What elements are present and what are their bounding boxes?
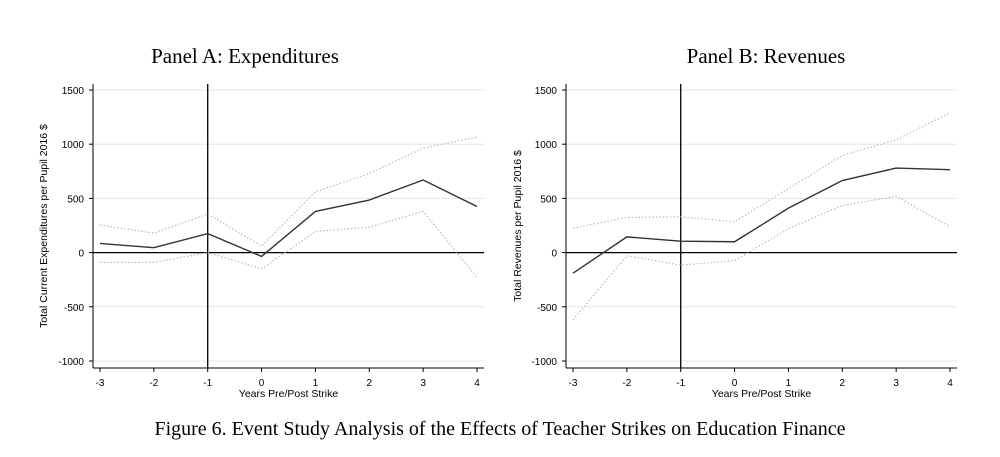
lower-ci-line xyxy=(100,210,478,278)
lower-ci-line xyxy=(572,195,951,321)
x-tick-label: 0 xyxy=(732,378,738,389)
y-axis-title: Total Current Expenditures per Pupil 201… xyxy=(38,124,50,328)
y-tick-label: 1000 xyxy=(535,140,558,151)
x-tick-label: 4 xyxy=(474,378,480,389)
panel-a-title: Panel A: Expenditures xyxy=(151,44,339,68)
point-estimate-line xyxy=(572,167,951,274)
panel-a-plot: -1000 -500 0 500 1000 1500 -3 -2 -1 0 1 2 3 4 Years Pr… xyxy=(38,84,484,400)
x-axis-title: Years Pre/Post Strike xyxy=(712,388,812,400)
x-tick-label: -1 xyxy=(676,378,685,389)
upper-ci-line xyxy=(99,136,478,247)
x-tick-label: -3 xyxy=(569,378,578,389)
x-tick-label: -2 xyxy=(622,378,631,389)
y-tick-label: 500 xyxy=(67,194,84,205)
y-tick-label: -500 xyxy=(64,303,84,314)
y-axis-title: Total Revenues per Pupil 2016 $ xyxy=(512,150,524,302)
x-tick-label: 4 xyxy=(947,378,953,389)
y-tick-label: -1000 xyxy=(531,357,557,368)
y-tick-label: -500 xyxy=(537,303,557,314)
x-tick-label: -2 xyxy=(149,378,158,389)
x-tick-label: 2 xyxy=(367,378,373,389)
x-tick-label: 1 xyxy=(786,378,792,389)
y-tick-label: 0 xyxy=(78,249,84,260)
y-tick-label: 0 xyxy=(551,249,557,260)
x-axis-title: Years Pre/Post Strike xyxy=(239,388,339,400)
point-estimate-line xyxy=(99,179,478,258)
x-tick-label: -1 xyxy=(203,378,212,389)
figure-caption: Figure 6. Event Study Analysis of the Ef… xyxy=(154,418,846,440)
y-tick-label: 1500 xyxy=(62,86,85,97)
upper-ci-line xyxy=(572,112,951,229)
x-tick-label: -3 xyxy=(96,378,105,389)
x-tick-label: 3 xyxy=(893,378,899,389)
panel-b-title: Panel B: Revenues xyxy=(686,44,846,68)
y-tick-label: 1000 xyxy=(62,140,85,151)
x-tick-label: 0 xyxy=(259,378,265,389)
y-tick-label: 1500 xyxy=(535,86,558,97)
panel-b-plot: -1000 -500 0 500 1000 1500 -3 -2 -1 0 1 2 3 4 Years Pr… xyxy=(512,84,957,400)
x-tick-label: 1 xyxy=(313,378,319,389)
y-tick-label: 500 xyxy=(540,194,557,205)
x-tick-label: 2 xyxy=(840,378,846,389)
y-tick-label: -1000 xyxy=(58,357,84,368)
x-tick-label: 3 xyxy=(420,378,426,389)
